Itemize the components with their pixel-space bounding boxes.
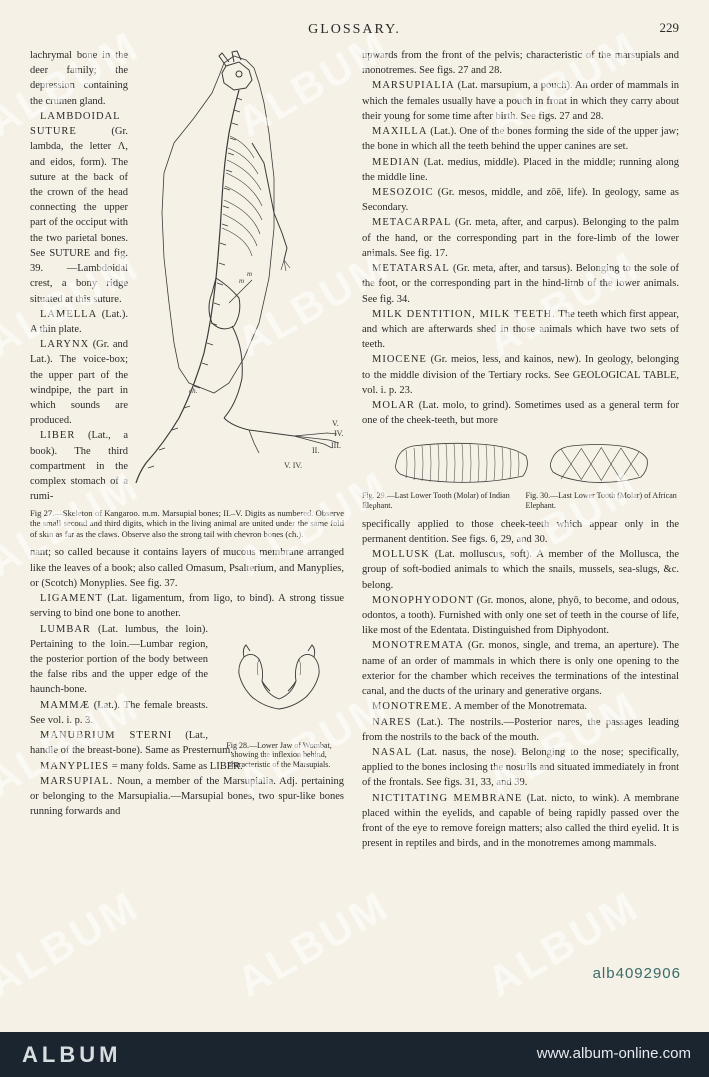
footer-brand: ALBUM — [0, 1032, 143, 1077]
svg-text:III.: III. — [331, 441, 341, 450]
page-header: GLOSSARY. 229 — [30, 20, 679, 48]
entry-median: MEDIAN (Lat. medius, middle). Placed in … — [362, 155, 679, 185]
svg-text:V.: V. — [332, 419, 339, 428]
entry-marsupial: MARSUPIAL. Noun, a member of the Marsupi… — [30, 774, 344, 820]
molar-captions: Fig. 29.—Last Lower Tooth (Molar) of Ind… — [362, 491, 679, 510]
entry-mesozoic: MESOZOIC (Gr. mesos, middle, and zōē, li… — [362, 185, 679, 215]
page-number: 229 — [660, 20, 680, 36]
right-column: upwards from the front of the pelvis; ch… — [362, 48, 679, 851]
header-title: GLOSSARY. — [308, 22, 401, 38]
svg-text:IV.: IV. — [334, 429, 343, 438]
fig30-caption: Fig. 30.—Last Lower Tooth (Molar) of Afr… — [526, 491, 680, 510]
svg-text:V. IV.: V. IV. — [284, 461, 302, 470]
footer-bar: ALBUM www.album-online.com — [0, 1032, 709, 1077]
image-id: alb4092906 — [593, 965, 681, 982]
text-columns: V. IV. III. II. V. IV. m m ch. lachrymal… — [30, 48, 679, 851]
figure-elephant-molars — [362, 434, 679, 489]
entry-nasal: NASAL (Lat. nasus, the nose). Belonging … — [362, 745, 679, 791]
african-molar-svg — [543, 434, 653, 489]
svg-text:m: m — [239, 277, 244, 285]
entry-metatarsal: METATARSAL (Gr. meta, after, and tarsus)… — [362, 261, 679, 307]
entry-marsupialia: MARSUPIALIA (Lat. marsupium, a pouch). A… — [362, 78, 679, 124]
entry-body: (Gr. lambda, the letter Λ, and eidos, fo… — [30, 126, 128, 304]
entry-marsupial-cont: upwards from the front of the pelvis; ch… — [362, 48, 679, 78]
svg-text:ch.: ch. — [189, 387, 198, 395]
entry-nictitating: NICTITATING MEMBRANE (Lat. nicto, to win… — [362, 791, 679, 852]
kangaroo-skeleton-svg: V. IV. III. II. V. IV. m m ch. — [134, 48, 344, 488]
svg-text:II.: II. — [312, 446, 319, 455]
watermark-text: ALBUM — [479, 882, 647, 1007]
footer-url: www.album-online.com — [143, 1032, 709, 1077]
figure-wombat-jaw: Fig 28.—Lower Jaw of Wombat, showing the… — [214, 624, 344, 734]
entry-miocene: MIOCENE (Gr. meios, less, and kainos, ne… — [362, 352, 679, 398]
entry-monophyodont: MONOPHYODONT (Gr. monos, alone, phyō, to… — [362, 593, 679, 639]
svg-text:m: m — [247, 270, 252, 278]
fig29-caption: Fig. 29.—Last Lower Tooth (Molar) of Ind… — [362, 491, 516, 510]
wombat-jaw-svg — [214, 624, 344, 734]
entry-mollusk: MOLLUSK (Lat. molluscus, soft). A member… — [362, 547, 679, 593]
entry-molar: MOLAR (Lat. molo, to grind). Sometimes u… — [362, 398, 679, 428]
entry-milk-teeth: MILK DENTITION, MILK TEETH. The teeth wh… — [362, 307, 679, 353]
entry-nares: NARES (Lat.). The nostrils.—Posterior na… — [362, 715, 679, 745]
fig27-caption: Fig 27.—Skeleton of Kangaroo. m.m. Marsu… — [30, 508, 344, 540]
figure-kangaroo-skeleton: V. IV. III. II. V. IV. m m ch. — [134, 48, 344, 488]
watermark-text: ALBUM — [0, 882, 147, 1007]
entry-metacarpal: METACARPAL (Gr. meta, after, and carpus)… — [362, 215, 679, 261]
entry-maxilla: MAXILLA (Lat.). One of the bones forming… — [362, 124, 679, 154]
left-column: V. IV. III. II. V. IV. m m ch. lachrymal… — [30, 48, 344, 851]
watermark-text: ALBUM — [229, 882, 397, 1007]
entry-molar-cont: specifically applied to those cheek-teet… — [362, 517, 679, 547]
entry-monotremata: MONOTREMATA (Gr. monos, single, and trem… — [362, 638, 679, 699]
glossary-page: GLOSSARY. 229 — [0, 0, 709, 1032]
entry-monotreme: MONOTREME. A member of the Monotremata. — [362, 699, 679, 714]
indian-molar-svg — [388, 434, 533, 489]
entry-liber-cont: nant; so called because it contains laye… — [30, 545, 344, 591]
entry-ligament: LIGAMENT (Lat. ligamentum, from ligo, to… — [30, 591, 344, 621]
